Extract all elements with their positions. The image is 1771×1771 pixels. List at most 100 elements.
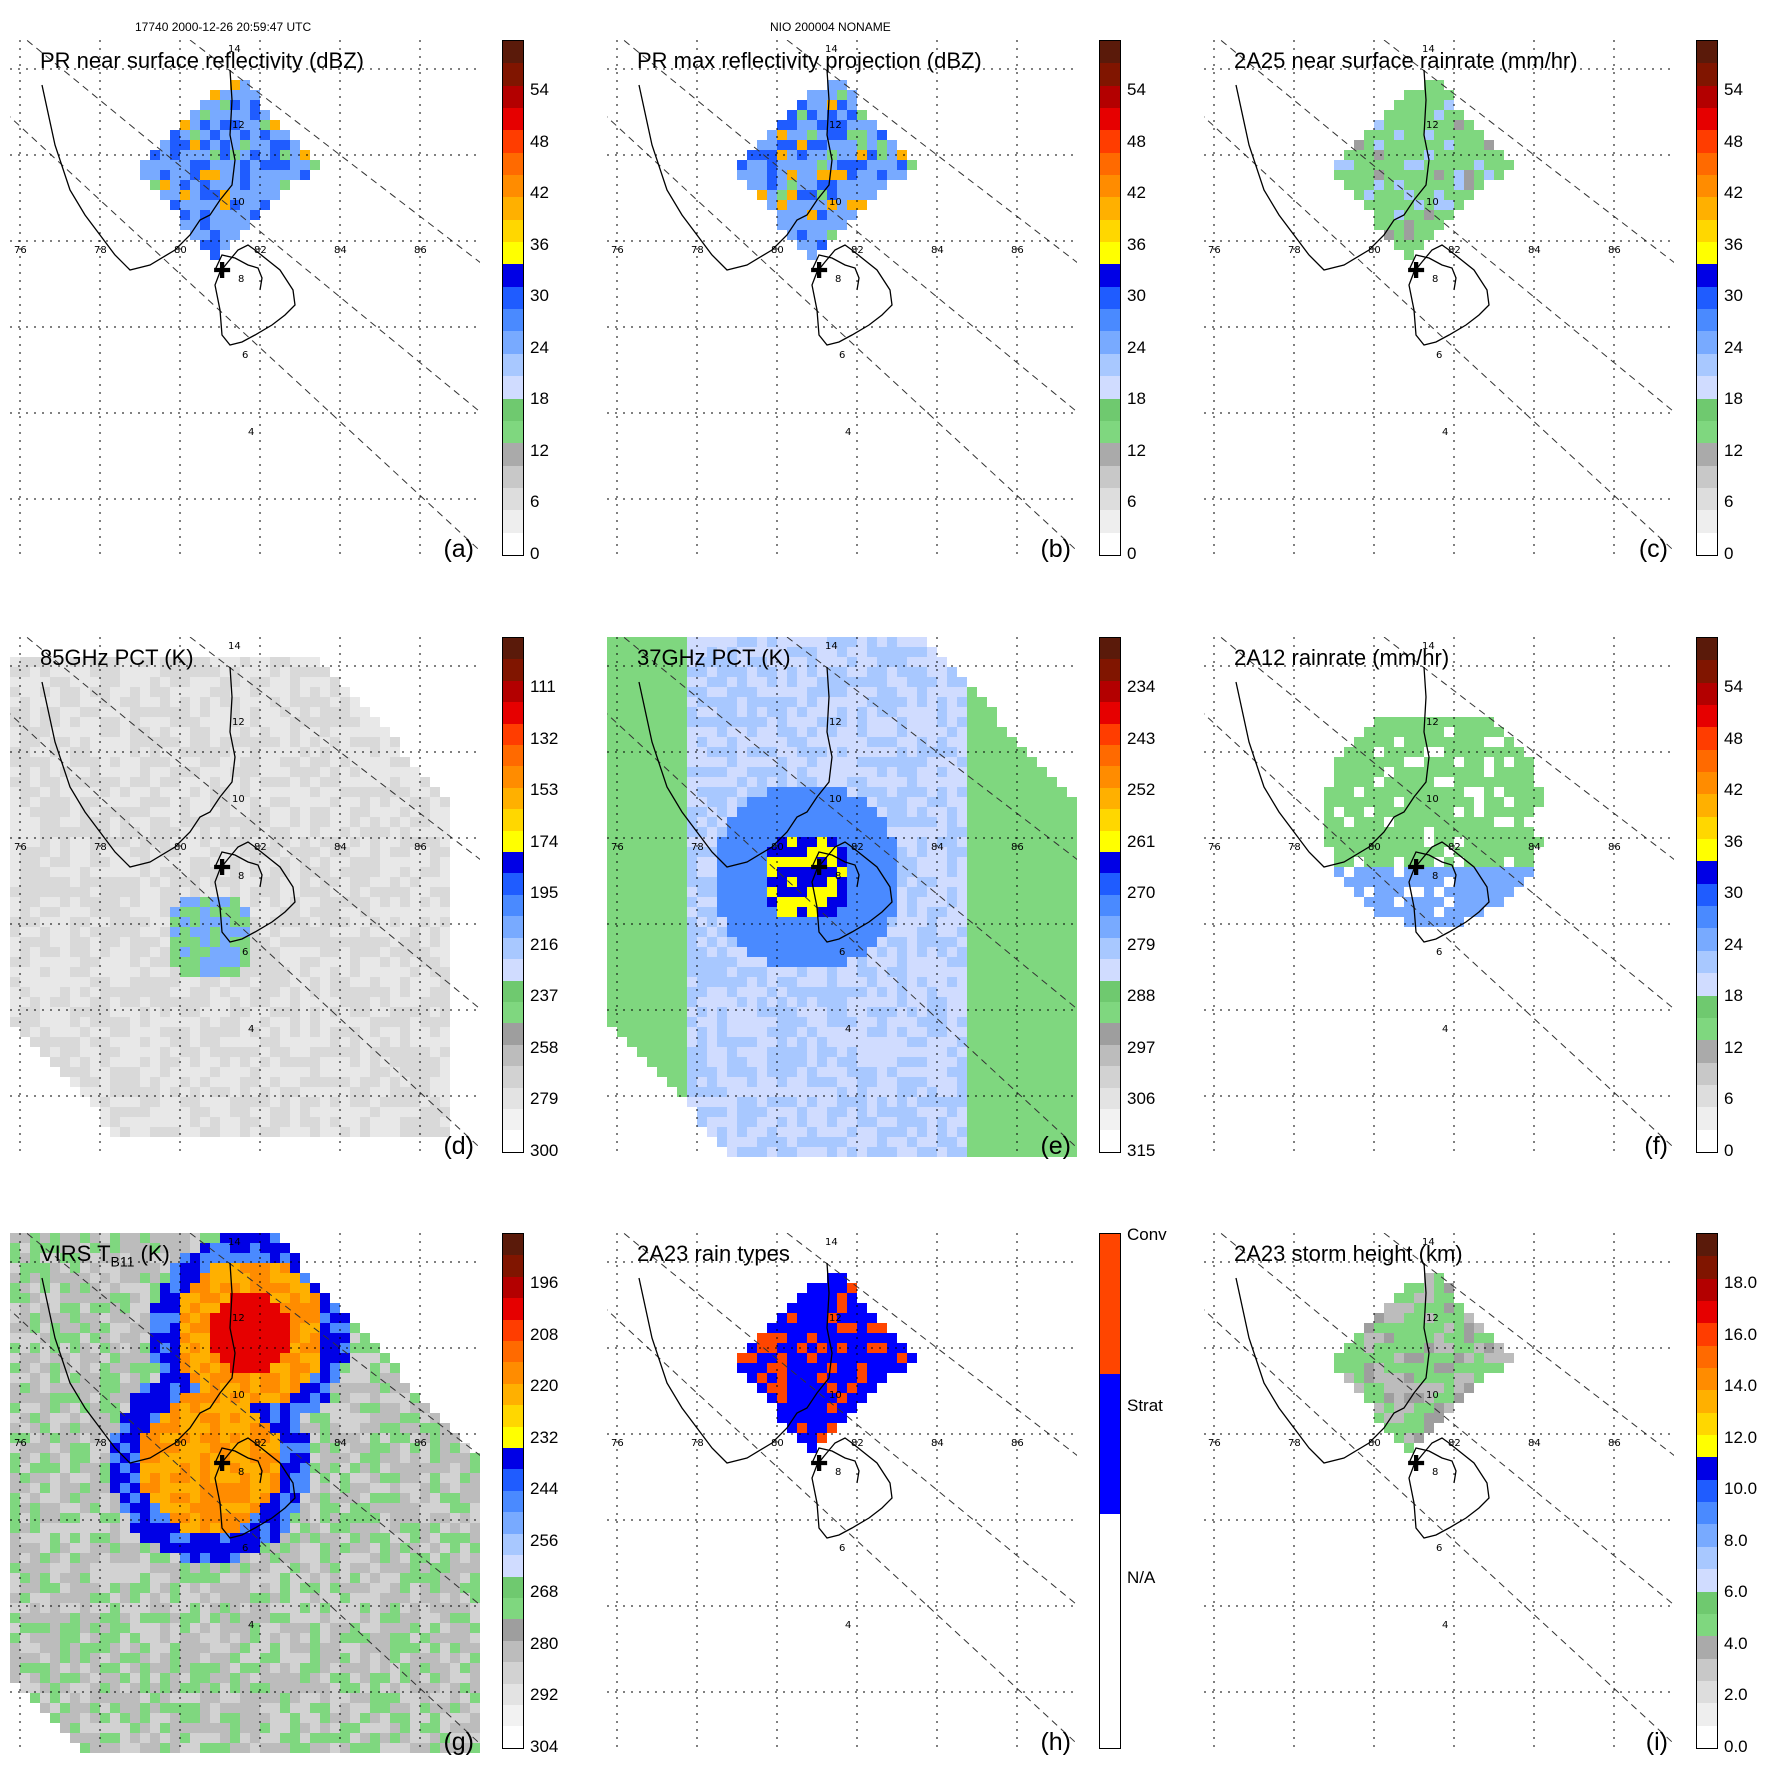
coastline: [41, 666, 296, 943]
coastline: [638, 666, 893, 943]
colorbar-swatch: [1100, 702, 1120, 724]
colorbar-swatch: [1100, 1327, 1120, 1375]
colorbar-swatch: [1100, 1280, 1120, 1328]
lat-label: 12: [232, 717, 245, 728]
colorbar-swatch: [1697, 1278, 1717, 1302]
lon-label: 84: [1528, 842, 1541, 853]
lon-label: 86: [1608, 245, 1621, 256]
lat-label: 8: [1432, 274, 1438, 285]
lat-label: 10: [1426, 1390, 1439, 1401]
colorbar-swatch: [503, 1044, 523, 1067]
panel-tag: (i): [1645, 1728, 1668, 1756]
colorbar-swatch: [1100, 487, 1120, 511]
colorbar-tick-label: 232: [530, 1427, 559, 1447]
lon-label: 86: [1608, 842, 1621, 853]
swath-edge-line: [786, 637, 1077, 860]
colorbar-tick-label: 54: [1127, 80, 1146, 99]
lon-label: 76: [14, 245, 27, 256]
coastline: [638, 69, 893, 346]
lat-label: 8: [238, 274, 244, 285]
lon-label: 86: [414, 245, 427, 256]
colorbar-swatch: [1697, 1613, 1717, 1637]
colorbar-swatch: [1100, 1607, 1120, 1655]
lon-label: 82: [851, 842, 864, 853]
coastline: [1235, 666, 1490, 943]
colorbar: [1099, 1233, 1121, 1749]
colorbar-swatch: [1100, 659, 1120, 681]
lon-label: 80: [174, 1438, 187, 1449]
lat-label: 10: [829, 794, 842, 805]
colorbar-swatch: [503, 1555, 523, 1577]
colorbar-swatch: [1697, 1345, 1717, 1369]
colorbar-swatch: [503, 1448, 523, 1470]
colorbar-tick-label: 6: [530, 492, 540, 511]
lat-label: 12: [829, 1313, 842, 1324]
colorbar-tick-label: 10.0: [1724, 1479, 1758, 1498]
panel-c: ✚ 76 78 80 82 84 86 14 12 10 8 6 4 2A25 near surface …: [1204, 40, 1674, 563]
colorbar-tick-label: 279: [1127, 934, 1156, 954]
lat-label: 10: [829, 197, 842, 208]
colorbar-swatch: [1697, 928, 1717, 951]
colorbar-tick-label: 258: [530, 1037, 559, 1057]
colorbar-swatch: [1697, 1703, 1717, 1726]
colorbar-swatch: [1100, 130, 1120, 153]
colorbar-swatch: [1100, 1374, 1120, 1421]
colorbar-swatch: [1697, 1323, 1717, 1346]
colorbar-tick-label: 12: [1127, 440, 1146, 460]
colorbar-swatch: [1697, 705, 1717, 728]
colorbar-swatch: [1697, 242, 1717, 265]
lat-label: 4: [1442, 1620, 1448, 1631]
swath-edge-line: [189, 637, 480, 860]
colorbar-swatch: [503, 286, 523, 310]
map-plot: ✚ 76 78 80 82 84 86 14 12 10 8 6 4: [10, 40, 480, 560]
colorbar-swatch: [1697, 1390, 1717, 1413]
colorbar-tick-label: 256: [530, 1530, 559, 1550]
lat-label: 6: [839, 947, 845, 958]
lon-label: 76: [611, 1438, 624, 1449]
storm-center-icon: ✚: [810, 259, 828, 284]
swath-edge-line: [607, 1309, 1077, 1745]
swath-edge-line: [1204, 1309, 1674, 1745]
colorbar-swatch: [1697, 175, 1717, 198]
map-plot: ✚ 76 78 80 82 84 86 14 12 10 8 6 4: [1204, 637, 1674, 1157]
map-plot: ✚ 76 78 80 82 84 86 14 12 10 8 6 4: [1204, 40, 1674, 560]
data-field: [1324, 717, 1544, 927]
colorbar-swatch: [1697, 286, 1717, 310]
colorbar-swatch: [503, 916, 523, 938]
lat-label: 12: [1426, 120, 1439, 131]
colorbar-swatch: [1100, 1701, 1120, 1748]
colorbar-swatch: [1697, 950, 1717, 974]
colorbar-swatch: [503, 1533, 523, 1556]
lon-label: 86: [1011, 245, 1024, 256]
lon-label: 82: [254, 1438, 267, 1449]
lat-label: 4: [1442, 1024, 1448, 1035]
lon-label: 84: [1528, 1438, 1541, 1449]
colorbar-tick-label: 36: [530, 234, 549, 254]
lat-label: 6: [242, 1543, 248, 1554]
colorbar-swatch: [1100, 1001, 1120, 1024]
colorbar-swatch: [1697, 1368, 1717, 1391]
colorbar-tick-label: 0: [1724, 1140, 1734, 1160]
lon-label: 78: [1288, 1438, 1301, 1449]
map-plot: ✚ 76 78 80 82 84 86 14 12 10 8 6 4: [607, 40, 1077, 560]
swath-edge-line: [10, 1309, 480, 1745]
colorbar-tick-label: 12.0: [1724, 1427, 1758, 1447]
colorbar-tick-label: 0: [530, 543, 540, 563]
colorbar-swatch: [1697, 353, 1717, 377]
colorbar-swatch: [503, 465, 523, 488]
colorbar-tick-label: 18: [1724, 986, 1743, 1005]
colorbar-swatch: [1100, 152, 1120, 176]
colorbar-swatch: [503, 108, 523, 131]
swath-edge-line: [10, 713, 480, 1149]
colorbar-swatch: [503, 1066, 523, 1088]
colorbar-swatch: [503, 510, 523, 533]
lat-label: 10: [1426, 197, 1439, 208]
colorbar-swatch: [1100, 197, 1120, 220]
lat-label: 4: [845, 427, 851, 438]
colorbar-tick-label: 208: [530, 1324, 559, 1344]
colorbar-swatch: [1100, 353, 1120, 377]
lon-label: 86: [414, 1438, 427, 1449]
colorbar-swatch: [1697, 1040, 1717, 1063]
colorbar-swatch: [1697, 883, 1717, 907]
colorbar-tick-label: 270: [1127, 883, 1156, 902]
